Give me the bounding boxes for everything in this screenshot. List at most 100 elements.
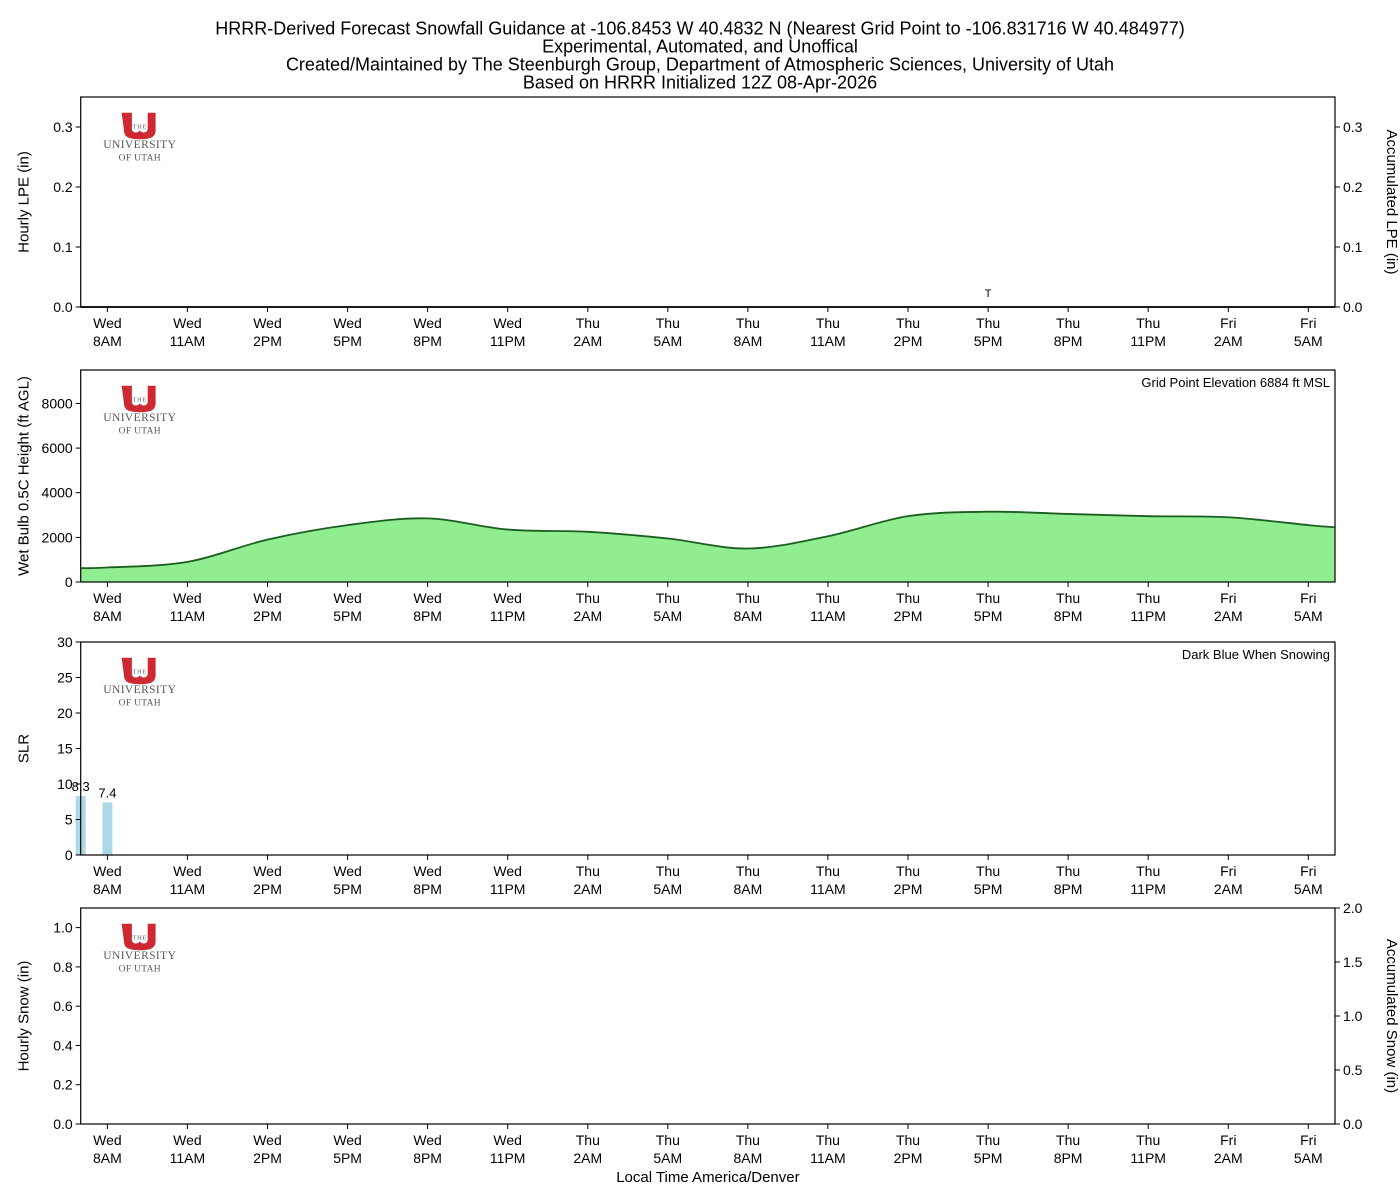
svg-text:11AM: 11AM [810,608,846,624]
svg-text:11AM: 11AM [810,1150,846,1166]
svg-text:5PM: 5PM [333,608,362,624]
svg-text:Wed: Wed [253,315,282,331]
svg-text:0.0: 0.0 [53,299,73,315]
svg-text:0.5: 0.5 [1343,1062,1363,1078]
svg-text:8PM: 8PM [413,1150,442,1166]
svg-text:Wed: Wed [333,315,362,331]
svg-text:Thu: Thu [576,863,600,879]
svg-text:Wed: Wed [493,590,522,606]
svg-text:4000: 4000 [42,485,73,501]
svg-text:5AM: 5AM [653,1150,682,1166]
svg-text:T: T [985,288,992,300]
svg-text:2AM: 2AM [573,1150,602,1166]
svg-text:2PM: 2PM [253,608,282,624]
svg-text:2AM: 2AM [573,881,602,897]
svg-text:Wed: Wed [93,590,122,606]
svg-text:5PM: 5PM [974,333,1003,349]
svg-text:0: 0 [65,847,73,863]
svg-text:2PM: 2PM [894,1150,923,1166]
svg-text:5AM: 5AM [1294,333,1323,349]
svg-text:0.3: 0.3 [1343,119,1363,135]
svg-text:THE: THE [132,669,147,676]
svg-text:20: 20 [57,705,73,721]
svg-text:Fri: Fri [1220,590,1236,606]
svg-text:Wed: Wed [253,1132,282,1148]
svg-text:6000: 6000 [42,440,73,456]
svg-text:Wed: Wed [93,315,122,331]
svg-text:Thu: Thu [976,863,1000,879]
svg-text:Fri: Fri [1300,1132,1316,1148]
svg-text:30: 30 [57,634,73,650]
svg-text:Based on HRRR Initialized 12Z: Based on HRRR Initialized 12Z 08-Apr-202… [523,72,877,92]
svg-text:Experimental, Automated, and U: Experimental, Automated, and Unoffical [542,36,858,56]
svg-text:Thu: Thu [656,315,680,331]
svg-text:Thu: Thu [976,590,1000,606]
svg-text:5PM: 5PM [974,1150,1003,1166]
svg-text:UNIVERSITY: UNIVERSITY [103,412,176,424]
svg-text:Thu: Thu [1136,1132,1160,1148]
svg-text:Wed: Wed [413,863,442,879]
svg-text:HRRR-Derived Forecast Snowfall: HRRR-Derived Forecast Snowfall Guidance … [215,18,1185,38]
svg-text:Wed: Wed [173,863,202,879]
svg-text:Thu: Thu [976,1132,1000,1148]
svg-text:11AM: 11AM [170,333,206,349]
svg-text:Thu: Thu [1056,315,1080,331]
svg-text:0: 0 [65,574,73,590]
svg-text:2AM: 2AM [1214,333,1243,349]
svg-text:Wed: Wed [413,1132,442,1148]
svg-text:Thu: Thu [816,315,840,331]
svg-text:0.1: 0.1 [53,239,73,255]
svg-text:Wed: Wed [173,1132,202,1148]
svg-text:8AM: 8AM [734,881,763,897]
svg-text:Wed: Wed [493,863,522,879]
svg-text:UNIVERSITY: UNIVERSITY [103,950,176,962]
svg-text:11AM: 11AM [170,1150,206,1166]
svg-text:2AM: 2AM [573,608,602,624]
svg-text:5AM: 5AM [1294,881,1323,897]
svg-text:Thu: Thu [1136,590,1160,606]
svg-text:5PM: 5PM [333,333,362,349]
svg-text:0.2: 0.2 [1343,179,1363,195]
svg-text:Thu: Thu [1136,863,1160,879]
svg-text:Thu: Thu [656,1132,680,1148]
svg-text:Thu: Thu [1136,315,1160,331]
svg-text:Wed: Wed [493,1132,522,1148]
svg-text:2000: 2000 [42,529,73,545]
svg-text:11PM: 11PM [490,608,526,624]
svg-text:Wed: Wed [493,315,522,331]
svg-text:Wed: Wed [173,315,202,331]
svg-text:Wed: Wed [173,590,202,606]
svg-text:Thu: Thu [816,590,840,606]
svg-text:2PM: 2PM [253,1150,282,1166]
svg-text:Wed: Wed [413,315,442,331]
svg-text:1.5: 1.5 [1343,954,1363,970]
svg-text:8AM: 8AM [93,333,122,349]
svg-text:0.4: 0.4 [53,1038,73,1054]
svg-text:Thu: Thu [816,863,840,879]
svg-text:8PM: 8PM [1054,881,1083,897]
svg-text:0.3: 0.3 [53,119,73,135]
svg-text:2AM: 2AM [1214,608,1243,624]
svg-text:5AM: 5AM [653,881,682,897]
svg-text:Fri: Fri [1300,863,1316,879]
svg-text:SLR: SLR [16,734,33,763]
svg-text:8AM: 8AM [93,1150,122,1166]
svg-text:10: 10 [57,776,73,792]
svg-text:2PM: 2PM [894,333,923,349]
svg-text:2AM: 2AM [573,333,602,349]
svg-text:5AM: 5AM [1294,608,1323,624]
svg-text:8000: 8000 [42,396,73,412]
svg-text:OF UTAH: OF UTAH [119,965,161,975]
svg-text:1.0: 1.0 [53,920,73,936]
svg-text:11AM: 11AM [810,333,846,349]
svg-text:Thu: Thu [896,315,920,331]
svg-text:Wed: Wed [413,590,442,606]
svg-text:Thu: Thu [736,315,760,331]
svg-text:8AM: 8AM [93,608,122,624]
svg-text:Thu: Thu [736,863,760,879]
svg-text:5AM: 5AM [1294,1150,1323,1166]
svg-text:5AM: 5AM [653,608,682,624]
svg-text:Thu: Thu [896,863,920,879]
svg-text:8PM: 8PM [413,881,442,897]
svg-text:Thu: Thu [1056,863,1080,879]
